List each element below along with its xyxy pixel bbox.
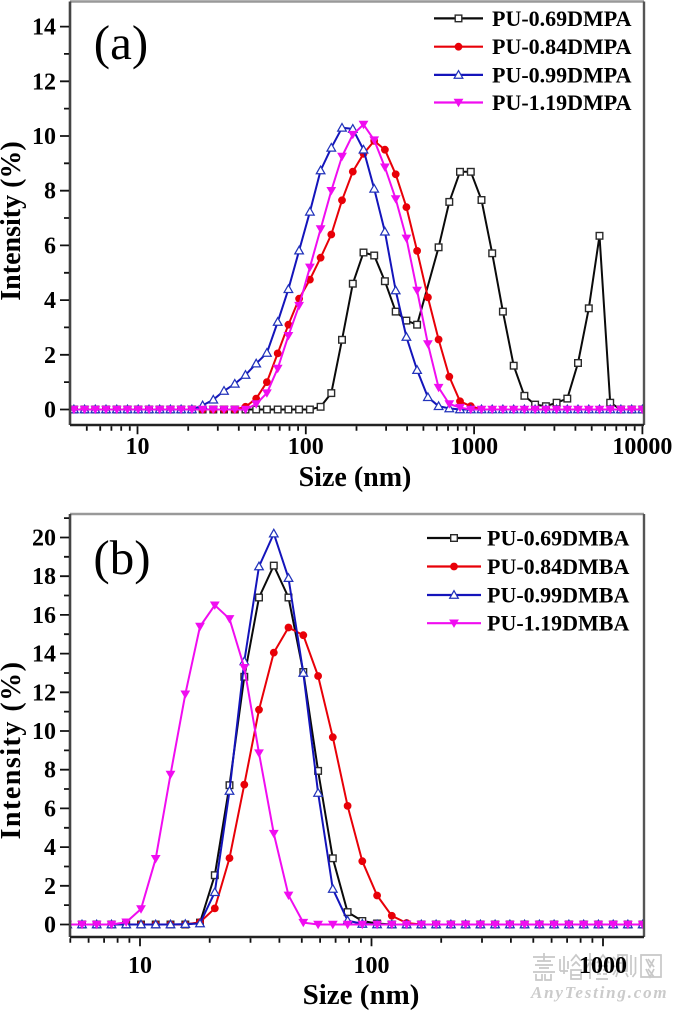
svg-text:2: 2 [44,874,56,900]
svg-text:12: 12 [32,69,56,95]
svg-text:100: 100 [354,953,390,979]
svg-text:PU-0.84DMPA: PU-0.84DMPA [492,34,632,59]
svg-text:10: 10 [32,124,56,150]
svg-text:1000: 1000 [579,953,627,979]
svg-text:4: 4 [44,288,56,314]
svg-text:6: 6 [44,233,56,259]
svg-text:18: 18 [32,564,56,590]
svg-text:10: 10 [32,719,56,745]
svg-text:PU-1.19DMPA: PU-1.19DMPA [492,90,632,115]
svg-text:PU-0.69DMPA: PU-0.69DMPA [492,6,632,31]
svg-text:AnyTesting.com: AnyTesting.com [530,983,668,1002]
svg-text:8: 8 [44,179,56,205]
svg-text:(a): (a) [94,15,148,70]
svg-text:10000: 10000 [612,434,672,460]
svg-text:Size (nm): Size (nm) [303,979,420,1011]
svg-text:PU-0.69DMBA: PU-0.69DMBA [487,526,629,551]
svg-text:14: 14 [32,15,56,41]
svg-text:(b): (b) [93,530,150,585]
svg-text:PU-0.99DMBA: PU-0.99DMBA [487,583,629,608]
svg-text:4: 4 [44,835,56,861]
svg-text:6: 6 [44,796,56,822]
svg-text:10: 10 [126,434,150,460]
svg-text:Intensity (%): Intensity (%) [0,141,27,300]
svg-text:100: 100 [288,434,324,460]
svg-text:2: 2 [44,343,56,369]
svg-text:Size (nm): Size (nm) [299,462,412,493]
svg-text:8: 8 [44,758,56,784]
svg-text:PU-0.99DMPA: PU-0.99DMPA [492,62,632,87]
svg-text:16: 16 [32,603,56,629]
svg-text:14: 14 [32,642,56,668]
svg-text:Intensity (%): Intensity (%) [0,661,27,840]
svg-text:12: 12 [32,680,56,706]
svg-text:0: 0 [44,398,56,424]
svg-text:PU-1.19DMBA: PU-1.19DMBA [487,611,629,636]
svg-text:10: 10 [128,953,152,979]
svg-text:0: 0 [44,913,56,939]
svg-text:PU-0.84DMBA: PU-0.84DMBA [487,554,629,579]
svg-text:20: 20 [32,526,56,552]
svg-text:1000: 1000 [450,434,498,460]
